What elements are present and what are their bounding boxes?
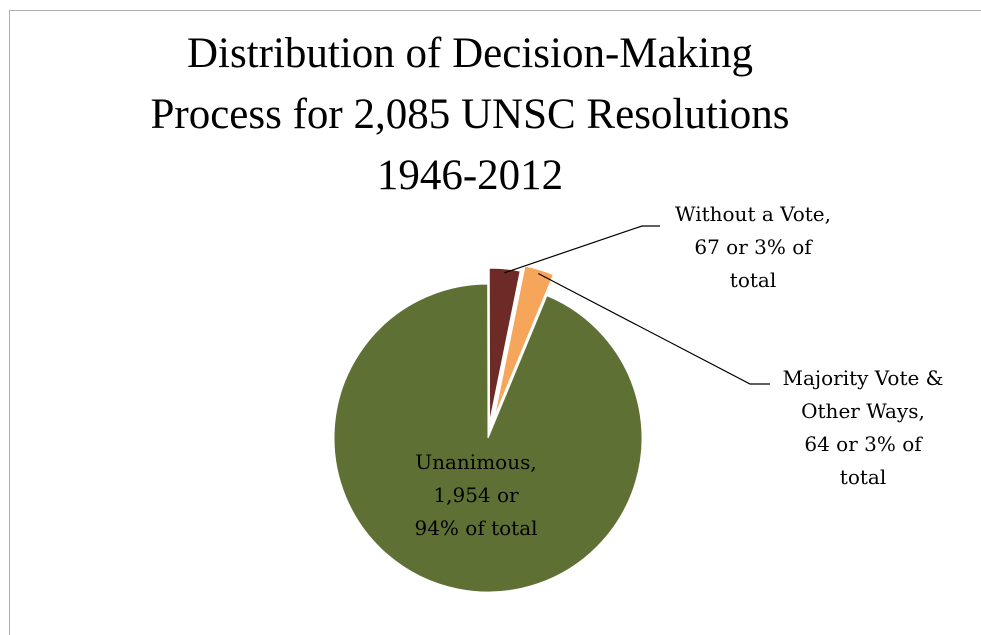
leader-line-majority-vote xyxy=(537,272,770,385)
leader-line-without-a-vote xyxy=(504,225,660,274)
slice-label-unanimous: Unanimous, 1,954 or 94% of total xyxy=(396,446,556,545)
slice-label-unanimous-line-2: 1,954 or xyxy=(433,483,519,507)
chart-title-line-2: Process for 2,085 UNSC Resolutions xyxy=(150,91,790,138)
slice-label-without-a-vote: Without a Vote, 67 or 3% of total xyxy=(662,198,844,297)
slice-label-majority-vote: Majority Vote & Other Ways, 64 or 3% of … xyxy=(768,362,958,494)
slice-label-majority-vote-line-3: 64 or 3% of xyxy=(804,432,922,456)
chart-title-line-1: Distribution of Decision-Making xyxy=(186,30,754,77)
slice-label-majority-vote-line-2: Other Ways, xyxy=(801,399,925,423)
slice-label-unanimous-line-3: 94% of total xyxy=(414,516,538,540)
slice-label-without-a-vote-line-1: Without a Vote, xyxy=(675,202,831,226)
slice-label-majority-vote-line-1: Majority Vote & xyxy=(782,366,944,390)
pie-slice-unanimous xyxy=(333,283,643,593)
slice-label-without-a-vote-line-2: 67 or 3% of xyxy=(694,235,812,259)
chart-title-line-3: 1946-2012 xyxy=(376,152,564,199)
slice-label-without-a-vote-line-3: total xyxy=(729,268,777,292)
pie-slice-without-a-vote xyxy=(488,267,521,423)
chart-title: Distribution of Decision-Making Process … xyxy=(150,23,790,206)
slice-label-unanimous-line-1: Unanimous, xyxy=(415,450,537,474)
slice-label-majority-vote-line-4: total xyxy=(839,465,887,489)
leader-lines xyxy=(504,225,770,385)
pie-slices xyxy=(333,265,643,593)
